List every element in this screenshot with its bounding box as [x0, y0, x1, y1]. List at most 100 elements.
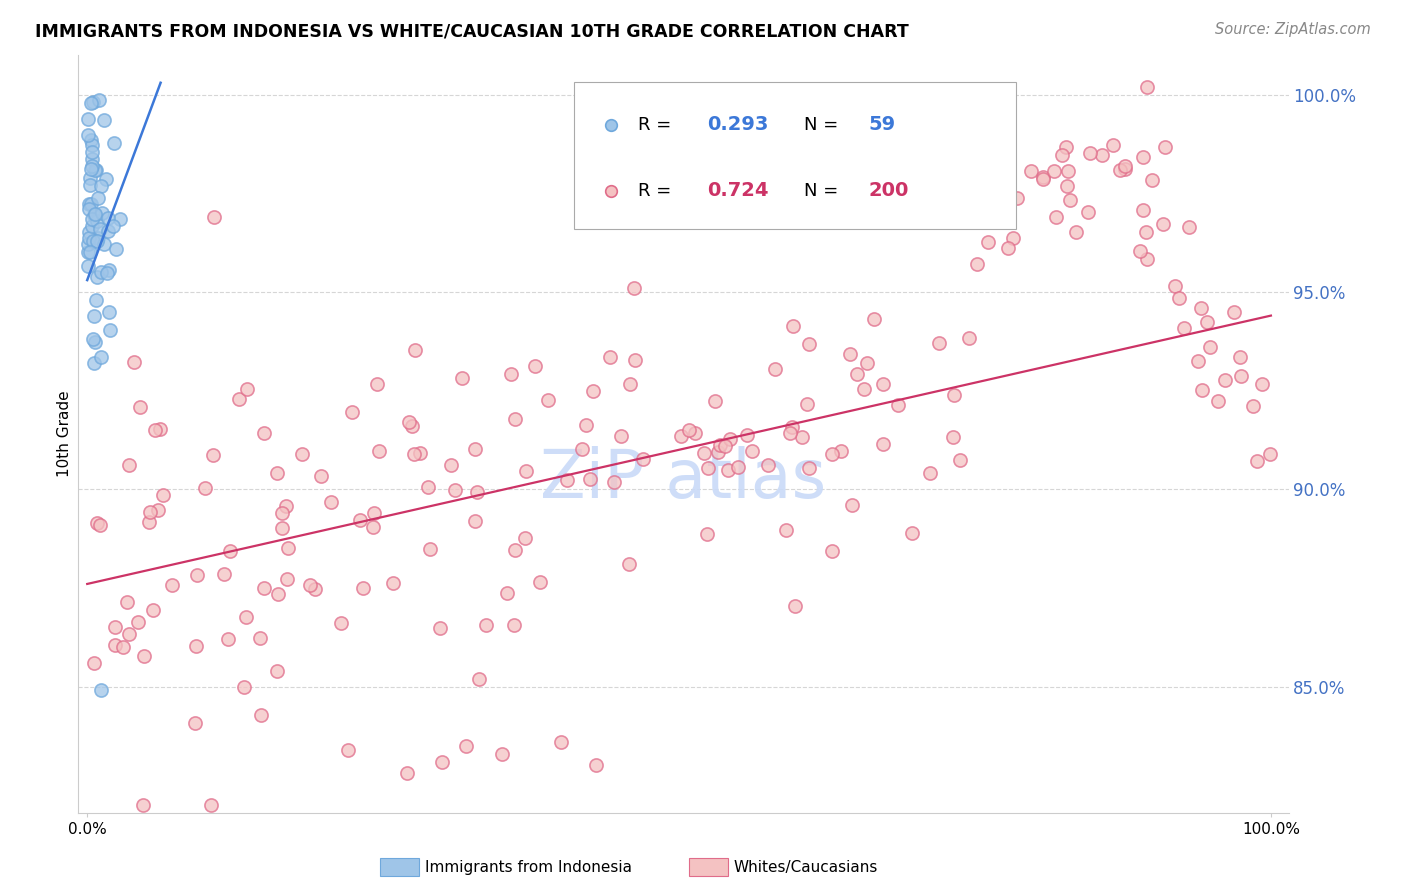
Point — [84, 162, 107, 177]
Point — [550, 735, 572, 749]
Point — [429, 621, 451, 635]
Point — [529, 574, 551, 589]
Text: 0.293: 0.293 — [707, 115, 769, 134]
Point — [1091, 148, 1114, 162]
Point — [555, 474, 578, 488]
Point — [97, 304, 120, 318]
Point — [104, 638, 127, 652]
Point — [91, 206, 114, 220]
Point — [1154, 140, 1177, 154]
Point — [1136, 79, 1159, 94]
Y-axis label: 10th Grade: 10th Grade — [58, 391, 72, 477]
Point — [249, 631, 271, 645]
Point — [785, 599, 807, 613]
Point — [1114, 159, 1136, 173]
Point — [83, 310, 105, 324]
Point — [1163, 279, 1185, 293]
Point — [697, 461, 720, 475]
Point — [77, 112, 100, 126]
Point — [184, 640, 207, 654]
Point — [80, 196, 103, 211]
Point — [1114, 162, 1136, 177]
Point — [112, 640, 135, 654]
Point — [949, 453, 972, 467]
Point — [77, 202, 100, 217]
Point — [454, 739, 477, 753]
Point — [696, 527, 718, 541]
Point — [920, 466, 942, 480]
Point — [97, 224, 120, 238]
Point — [401, 418, 423, 433]
Point — [86, 270, 108, 285]
Point — [122, 355, 145, 369]
Text: Immigrants from Indonesia: Immigrants from Indonesia — [425, 860, 631, 874]
Point — [96, 172, 118, 186]
Point — [575, 418, 598, 433]
Point — [138, 515, 160, 529]
Text: ZiP atlas: ZiP atlas — [540, 447, 827, 512]
Point — [416, 480, 439, 494]
Point — [352, 581, 374, 595]
Point — [451, 371, 474, 385]
Point — [887, 398, 910, 412]
Point — [901, 526, 924, 541]
Point — [1152, 217, 1174, 231]
Point — [330, 616, 353, 631]
Point — [219, 543, 242, 558]
Text: N =: N = — [804, 182, 845, 200]
Point — [1019, 164, 1042, 178]
Point — [943, 388, 966, 402]
Point — [395, 766, 418, 780]
Point — [610, 429, 633, 443]
Point — [582, 384, 605, 398]
Point — [706, 445, 728, 459]
Point — [138, 505, 160, 519]
Point — [276, 572, 298, 586]
Text: N =: N = — [804, 116, 845, 134]
Point — [82, 332, 104, 346]
Point — [841, 498, 863, 512]
Point — [103, 219, 125, 234]
Point — [515, 464, 537, 478]
Point — [571, 442, 593, 457]
Point — [89, 518, 111, 533]
Point — [464, 514, 486, 528]
Point — [821, 544, 844, 558]
Text: R =: R = — [638, 182, 678, 200]
Point — [97, 263, 120, 277]
Point — [87, 93, 110, 107]
Point — [1077, 205, 1099, 219]
Point — [304, 582, 326, 596]
Point — [366, 377, 388, 392]
Point — [830, 444, 852, 458]
Point — [398, 415, 420, 429]
Point — [669, 429, 692, 443]
Point — [363, 506, 385, 520]
Point — [763, 361, 786, 376]
Point — [775, 523, 797, 537]
Point — [253, 425, 276, 440]
Point — [149, 422, 172, 436]
Point — [1173, 320, 1195, 334]
Point — [718, 433, 741, 447]
Point — [957, 331, 980, 345]
Point — [84, 334, 107, 349]
Point — [1056, 179, 1078, 194]
Point — [579, 472, 602, 486]
Point — [1168, 291, 1191, 305]
Point — [491, 747, 513, 761]
Point — [86, 162, 108, 177]
Text: Source: ZipAtlas.com: Source: ZipAtlas.com — [1215, 22, 1371, 37]
Point — [797, 337, 820, 351]
Point — [404, 343, 426, 357]
Point — [790, 430, 813, 444]
Point — [235, 610, 257, 624]
Point — [501, 367, 523, 381]
Point — [87, 191, 110, 205]
Point — [1135, 225, 1157, 239]
Point — [266, 466, 288, 480]
Point — [103, 136, 125, 150]
Point — [1251, 377, 1274, 392]
Point — [1246, 454, 1268, 468]
Point — [84, 208, 107, 222]
